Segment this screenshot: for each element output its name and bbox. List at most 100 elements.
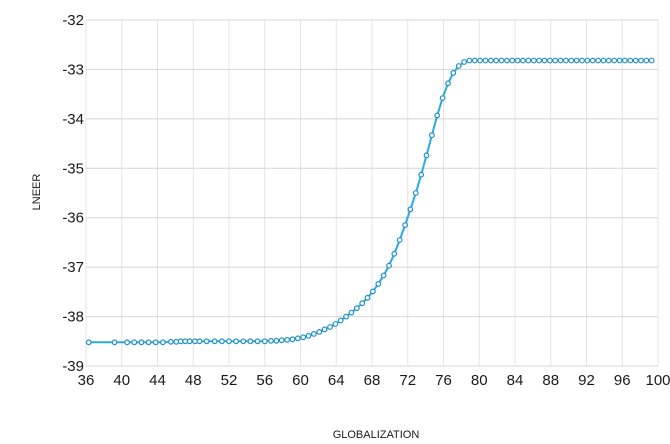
data-point — [85, 339, 92, 346]
data-point — [627, 57, 634, 64]
data-point — [434, 112, 441, 119]
x-tick-label: 36 — [78, 372, 95, 389]
y-tick-label: -38 — [62, 309, 84, 326]
data-point — [536, 57, 542, 64]
y-tick-label: -33 — [62, 61, 84, 78]
grid — [85, 19, 659, 367]
y-tick-label: -36 — [62, 210, 84, 227]
data-point — [218, 338, 225, 345]
y-tick-label: -34 — [62, 111, 84, 128]
data-point — [380, 272, 387, 279]
data-point — [622, 57, 628, 64]
data-point — [337, 317, 344, 324]
data-point — [579, 57, 585, 64]
data-point — [289, 336, 296, 343]
x-tick-label: 72 — [399, 372, 416, 389]
data-point — [233, 338, 240, 345]
data-point — [152, 339, 159, 346]
data-point — [159, 339, 166, 346]
x-tick-label: 96 — [614, 372, 631, 389]
data-point — [477, 57, 484, 64]
data-point — [498, 57, 505, 64]
data-point — [300, 334, 307, 341]
data-point — [466, 57, 473, 64]
data-point — [445, 80, 451, 87]
data-point — [332, 321, 339, 327]
data-point — [461, 59, 468, 65]
data-point — [450, 69, 457, 76]
x-tick-label: 84 — [507, 372, 524, 389]
data-point — [520, 57, 526, 64]
x-tick-label: 40 — [113, 372, 130, 389]
data-point — [504, 57, 510, 64]
series-line — [88, 59, 652, 344]
x-tick-label: 76 — [435, 372, 452, 389]
x-tick-label: 88 — [542, 372, 559, 389]
data-point — [284, 336, 291, 343]
data-point — [138, 339, 145, 346]
x-tick-label: 64 — [328, 372, 345, 389]
x-tick-label: 48 — [185, 372, 202, 389]
y-axis-ticks: -32 -33 -34 -35 -36 -37 -38 -39 — [62, 12, 84, 375]
data-point — [514, 57, 521, 64]
data-point — [455, 63, 462, 69]
data-point — [364, 294, 371, 301]
y-tick-label: -35 — [62, 160, 84, 177]
data-point — [643, 57, 650, 64]
data-point — [600, 57, 607, 64]
data-point — [638, 57, 644, 64]
data-point — [557, 57, 564, 64]
series-layer — [88, 59, 652, 344]
data-point — [327, 324, 333, 330]
data-point — [305, 332, 312, 339]
x-tick-label: 80 — [471, 372, 488, 389]
y-tick-label: -32 — [62, 12, 84, 29]
data-point — [311, 331, 317, 337]
data-point — [541, 57, 548, 64]
data-point — [386, 262, 392, 269]
data-point — [343, 313, 350, 320]
data-point — [648, 57, 655, 64]
data-point — [261, 338, 268, 345]
marker-layer — [85, 57, 655, 346]
data-point — [247, 338, 254, 345]
y-tick-label: -37 — [62, 259, 84, 276]
x-tick-label: 68 — [364, 372, 381, 389]
data-point — [595, 57, 601, 64]
data-point — [294, 335, 301, 342]
data-point — [530, 57, 537, 64]
data-point — [353, 305, 360, 312]
y-axis-title: LNEER — [31, 174, 43, 211]
data-point — [439, 95, 446, 101]
data-point — [359, 300, 366, 307]
data-point — [568, 57, 575, 64]
data-point — [611, 57, 618, 64]
data-point — [605, 57, 612, 64]
data-point — [493, 57, 500, 64]
y-tick-label: -39 — [62, 358, 84, 375]
data-point — [407, 206, 414, 213]
data-point — [589, 57, 596, 64]
data-point — [226, 338, 232, 345]
data-point — [584, 57, 591, 64]
data-point — [131, 339, 138, 346]
data-point — [321, 326, 328, 333]
data-point — [211, 338, 218, 345]
x-tick-label: 100 — [645, 372, 670, 389]
data-point — [186, 338, 193, 345]
data-point — [145, 339, 152, 346]
data-point — [402, 222, 409, 229]
data-point — [196, 338, 203, 345]
data-point — [429, 132, 435, 139]
data-point — [547, 57, 553, 64]
data-point — [278, 337, 285, 344]
x-tick-label: 56 — [256, 372, 273, 389]
x-axis-ticks: 36 40 44 48 52 56 60 64 68 72 76 80 84 88 92 96 100 — [78, 372, 670, 389]
data-point — [370, 288, 376, 295]
data-point — [412, 190, 419, 196]
data-point — [423, 152, 430, 159]
data-point — [316, 329, 323, 335]
x-tick-label: 60 — [292, 372, 309, 389]
data-point — [552, 57, 559, 64]
